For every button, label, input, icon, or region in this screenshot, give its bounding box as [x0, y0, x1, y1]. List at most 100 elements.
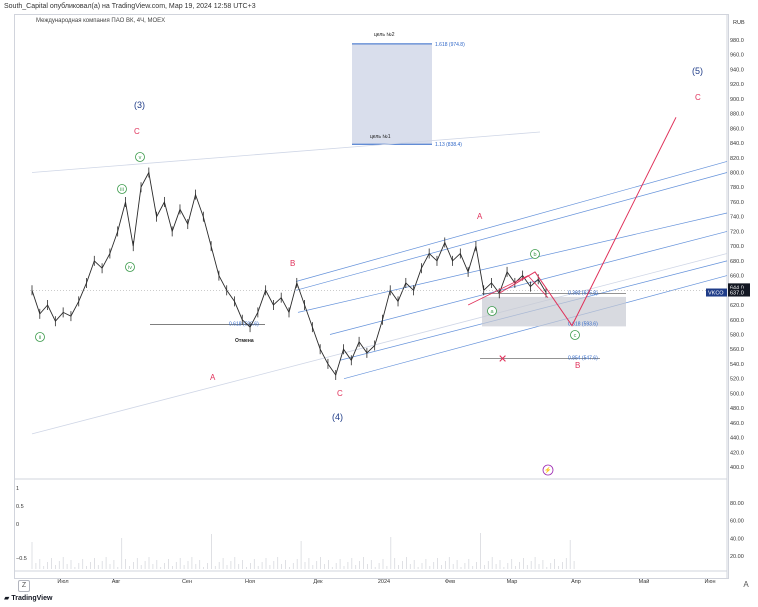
- wave-label-red: C: [337, 389, 343, 398]
- y-tick-label: 920.0: [730, 82, 744, 88]
- footer-logo-text: TradingView: [11, 595, 53, 602]
- y-tick-label: 760.0: [730, 200, 744, 206]
- x-tick-label: Июл: [57, 579, 68, 585]
- wave-label-green: iii: [120, 187, 124, 193]
- wave-circle: [530, 249, 540, 259]
- y-tick-label: 960.0: [730, 53, 744, 59]
- y-tick-label: 620.0: [730, 303, 744, 309]
- auto-scale-icon[interactable]: A: [743, 580, 749, 589]
- wave-circle: [117, 184, 127, 194]
- target2-label: цель №2: [374, 32, 395, 38]
- wave-circle: [35, 332, 45, 342]
- x-tick-label: Авг: [112, 579, 121, 585]
- y-tick-label: 900.0: [730, 97, 744, 103]
- y-tick-label: 440.0: [730, 436, 744, 442]
- y-tick-label: 780.0: [730, 185, 744, 191]
- x-tick-label: Апр: [571, 579, 581, 585]
- wave-label-3: (3): [134, 100, 145, 110]
- channel-line: [295, 172, 728, 291]
- wave-circle: [570, 330, 580, 340]
- wave-label-red: C: [695, 93, 701, 102]
- indicator-left-tick: −0.5: [16, 556, 27, 562]
- y-tick-label: 940.0: [730, 67, 744, 73]
- event-icon: [542, 464, 554, 476]
- last-price-label: 637.0: [730, 291, 744, 297]
- x-tick-label: Ноя: [245, 579, 255, 585]
- x-tick-label: Мар: [507, 579, 518, 585]
- x-tick-label: Дек: [313, 579, 323, 585]
- y-tick-label: 560.0: [730, 347, 744, 353]
- indicator-left-tick: 0.5: [16, 504, 24, 510]
- indicator-left-tick: 1: [16, 486, 19, 492]
- wave-label-green: c: [574, 333, 577, 339]
- y-tick-label: 840.0: [730, 141, 744, 147]
- indicator-y-tick: 60.00: [730, 519, 744, 525]
- tv-logo-icon: ▰: [4, 595, 12, 602]
- y-tick-label: 460.0: [730, 421, 744, 427]
- wave-label-green: iv: [128, 265, 132, 271]
- lightning-icon: ⚡: [544, 466, 551, 474]
- fib-label-382: 0.382 (635.8): [568, 290, 598, 296]
- y-tick-label: 600.0: [730, 318, 744, 324]
- projection-path-small: [467, 275, 549, 306]
- target1-label: цель №1: [370, 134, 391, 140]
- y-tick-label: 480.0: [730, 406, 744, 412]
- y-tick-label: 500.0: [730, 391, 744, 397]
- invalid-mark-icon: ✕: [498, 353, 507, 365]
- channel-line: [329, 231, 728, 335]
- last-price-tag: [728, 288, 750, 297]
- y-tick-label: 820.0: [730, 156, 744, 162]
- y-tick-label: 880.0: [730, 112, 744, 118]
- y-tick-label: 540.0: [730, 362, 744, 368]
- y-tick-label: 580.0: [730, 332, 744, 338]
- wave-label-5: (5): [692, 66, 703, 76]
- ticker-label: VKCO: [708, 291, 724, 297]
- support-zone: [482, 296, 626, 327]
- fib-label-113: 1.13 (838.4): [435, 142, 462, 148]
- tradingview-logo: ▰ TradingView: [4, 594, 52, 602]
- fib-label-854: 0.854 (547.6): [568, 355, 598, 361]
- fib-label-cancel: 0.618 (593.6): [229, 321, 259, 327]
- indicator-y-tick: 40.00: [730, 536, 744, 542]
- y-tick-label: 400.0: [730, 465, 744, 471]
- wave-label-green: b: [533, 252, 536, 258]
- y-tick-label: 660.0: [730, 274, 744, 280]
- projection-path: [499, 117, 677, 327]
- wave-label-red: A: [210, 373, 216, 382]
- cancel-label: Отмена: [235, 338, 254, 344]
- y-tick-label: 700.0: [730, 244, 744, 250]
- fib-label-618: 0.618 (593.6): [568, 321, 598, 327]
- trend-line-lower: [31, 253, 728, 435]
- current-price-label: 644.0: [730, 285, 744, 291]
- wave-circle: [487, 306, 497, 316]
- indicator-y-tick: 80.00: [730, 501, 744, 507]
- trend-line-upper: [31, 131, 541, 173]
- y-tick-label: 980.0: [730, 38, 744, 44]
- wave-label-red: B: [575, 361, 580, 370]
- wave-label-4: (4): [332, 412, 343, 422]
- y-tick-label: 420.0: [730, 450, 744, 456]
- x-tick-label: Май: [639, 578, 650, 585]
- wave-circle: [135, 152, 145, 162]
- wave-label-green: a: [490, 309, 494, 315]
- wave-label-red: A: [477, 212, 483, 221]
- zoom-icon[interactable]: Z: [18, 580, 30, 592]
- channel-line: [295, 161, 728, 282]
- x-tick-label: Июн: [704, 579, 715, 585]
- y-tick-label: 860.0: [730, 126, 744, 132]
- wave-label-green: v: [139, 155, 142, 161]
- indicator-left-tick: 0: [16, 522, 19, 528]
- currency-label: RUB: [733, 20, 745, 26]
- x-tick-label: Фев: [445, 579, 455, 585]
- y-tick-label: 680.0: [730, 259, 744, 265]
- y-tick-label: 740.0: [730, 215, 744, 221]
- publish-header: South_Capital опубликовал(а) на TradingV…: [4, 3, 256, 10]
- channel-line: [343, 275, 728, 379]
- wave-circle: [125, 262, 135, 272]
- y-tick-label: 520.0: [730, 377, 744, 383]
- current-price-tag: [728, 283, 750, 292]
- symbol-title: Международная компания ПАО ВК, 4Ч, MOEX: [36, 18, 166, 24]
- wave-label-red: B: [290, 259, 295, 268]
- channel-line: [297, 212, 728, 313]
